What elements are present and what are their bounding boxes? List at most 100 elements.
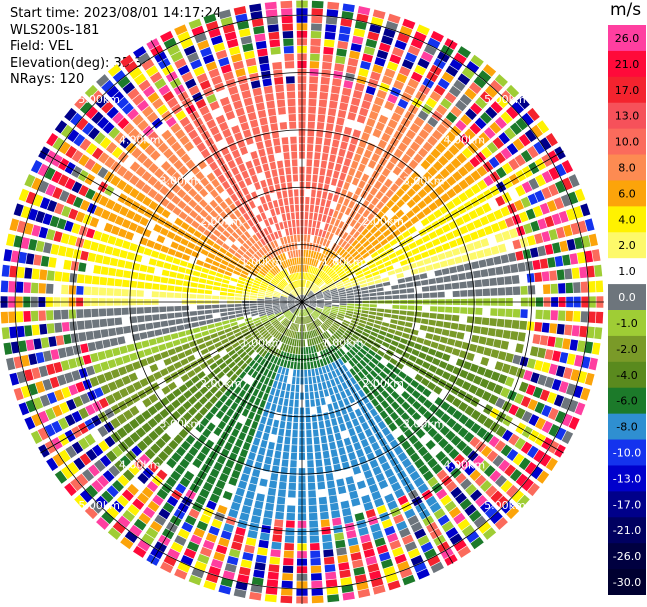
velocity-gate bbox=[309, 204, 315, 213]
velocity-gate bbox=[263, 510, 273, 519]
velocity-gate bbox=[269, 269, 276, 276]
velocity-gate bbox=[257, 272, 265, 279]
velocity-gate bbox=[413, 153, 424, 164]
velocity-gate bbox=[422, 122, 434, 134]
velocity-gate bbox=[279, 374, 284, 383]
velocity-gate bbox=[242, 129, 252, 138]
velocity-gate bbox=[32, 194, 44, 207]
velocity-gate bbox=[313, 287, 320, 293]
velocity-gate bbox=[223, 323, 231, 329]
velocity-gate bbox=[311, 338, 315, 346]
velocity-gate bbox=[391, 314, 399, 320]
velocity-gate bbox=[141, 486, 154, 499]
velocity-gate bbox=[169, 271, 177, 278]
velocity-gate bbox=[440, 413, 451, 424]
velocity-gate bbox=[473, 515, 487, 528]
velocity-gate bbox=[417, 58, 430, 69]
velocity-gate bbox=[314, 228, 319, 236]
velocity-gate bbox=[84, 433, 96, 446]
velocity-gate bbox=[95, 95, 109, 109]
velocity-gate bbox=[205, 381, 214, 390]
velocity-gate bbox=[341, 507, 352, 517]
velocity-gate bbox=[479, 479, 492, 492]
velocity-gate bbox=[290, 306, 296, 311]
velocity-gate bbox=[307, 307, 313, 313]
velocity-gate bbox=[255, 251, 263, 258]
velocity-gate bbox=[246, 322, 255, 328]
velocity-gate bbox=[88, 464, 100, 477]
velocity-gate bbox=[128, 222, 138, 232]
velocity-gate bbox=[230, 93, 241, 103]
velocity-gate bbox=[250, 10, 263, 20]
velocity-gate bbox=[414, 135, 425, 146]
velocity-gate bbox=[409, 334, 418, 342]
velocity-gate bbox=[412, 400, 422, 410]
velocity-gate bbox=[277, 489, 286, 497]
velocity-gate bbox=[203, 229, 212, 238]
velocity-gate bbox=[283, 398, 289, 407]
velocity-gate bbox=[249, 476, 259, 485]
velocity-gate bbox=[407, 78, 420, 89]
velocity-gate bbox=[390, 319, 398, 325]
velocity-gate bbox=[494, 475, 507, 488]
velocity-gate bbox=[287, 337, 292, 345]
velocity-gate bbox=[409, 452, 421, 463]
velocity-gate bbox=[371, 441, 380, 451]
velocity-gate bbox=[284, 311, 291, 317]
velocity-gate bbox=[331, 309, 339, 313]
velocity-gate bbox=[477, 413, 488, 425]
velocity-gate bbox=[228, 476, 238, 487]
velocity-gate bbox=[97, 475, 110, 488]
velocity-gate bbox=[257, 294, 265, 297]
colorbar-swatch bbox=[608, 232, 646, 259]
velocity-gate bbox=[285, 311, 291, 318]
velocity-gate bbox=[242, 43, 254, 52]
velocity-gate bbox=[542, 310, 551, 320]
velocity-gate bbox=[287, 300, 295, 302]
velocity-gate bbox=[414, 311, 422, 317]
velocity-gate bbox=[283, 197, 289, 206]
velocity-gate bbox=[344, 332, 352, 339]
velocity-gate bbox=[353, 288, 361, 293]
velocity-gate bbox=[346, 65, 357, 75]
velocity-gate bbox=[258, 348, 265, 356]
velocity-gate bbox=[366, 392, 375, 401]
velocity-gate bbox=[137, 492, 149, 505]
velocity-gate bbox=[316, 297, 324, 300]
velocity-gate bbox=[228, 361, 236, 369]
colorbar-tick-label: -21.0 bbox=[613, 524, 641, 537]
velocity-gate bbox=[327, 224, 334, 233]
velocity-gate bbox=[398, 224, 407, 233]
velocity-gate bbox=[349, 104, 359, 114]
velocity-gate bbox=[271, 268, 278, 275]
velocity-gate bbox=[448, 374, 458, 384]
velocity-gate bbox=[200, 177, 210, 187]
velocity-gate bbox=[136, 307, 144, 314]
velocity-gate bbox=[321, 191, 328, 200]
velocity-gate bbox=[291, 258, 295, 266]
velocity-gate bbox=[437, 252, 446, 261]
velocity-gate bbox=[322, 238, 328, 247]
velocity-gate bbox=[221, 243, 230, 251]
velocity-gate bbox=[376, 308, 385, 313]
velocity-gate bbox=[55, 335, 65, 346]
velocity-gate bbox=[358, 415, 366, 424]
velocity-gate bbox=[581, 356, 591, 369]
velocity-gate bbox=[483, 417, 494, 429]
velocity-gate bbox=[112, 391, 123, 402]
velocity-gate bbox=[241, 328, 249, 334]
velocity-gate bbox=[299, 264, 301, 272]
velocity-gate bbox=[265, 309, 273, 313]
velocity-gate bbox=[262, 517, 272, 526]
velocity-gate bbox=[370, 71, 381, 81]
velocity-gate bbox=[359, 279, 367, 285]
velocity-gate bbox=[283, 260, 288, 268]
velocity-gate bbox=[326, 427, 333, 435]
velocity-gate bbox=[427, 427, 438, 438]
velocity-gate bbox=[120, 54, 134, 68]
velocity-gate bbox=[344, 284, 352, 289]
velocity-gate bbox=[196, 305, 205, 310]
velocity-gate bbox=[234, 438, 244, 448]
velocity-gate bbox=[282, 278, 289, 285]
velocity-gate bbox=[365, 38, 378, 49]
